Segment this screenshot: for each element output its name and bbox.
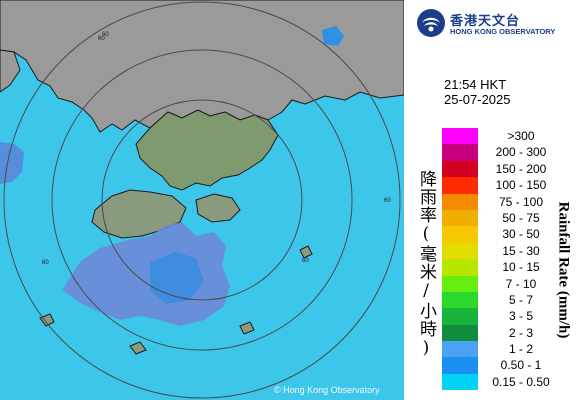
legend-range-label: 75 - 100	[498, 194, 544, 209]
range-rings	[3, 1, 401, 399]
range-ring-labels: 60 60 60 60 60	[42, 32, 391, 266]
legend-swatch	[442, 259, 478, 276]
legend-range-label: 0.50 - 1	[500, 358, 542, 373]
island-east	[195, 193, 241, 223]
legend-title-chinese: 降雨率(毫米/小時)	[416, 170, 436, 359]
hko-emblem-icon	[417, 9, 445, 37]
legend-swatch	[442, 242, 478, 260]
legend-range-label: 2 - 3	[508, 325, 533, 340]
radar-map: 60 60 60 60 60 © Hong Kong Observatory	[0, 0, 404, 400]
legend-swatch	[442, 308, 478, 325]
legend-swatch	[442, 128, 478, 145]
legend-range-label: >300	[507, 129, 535, 143]
legend-swatch	[442, 209, 478, 227]
ring-label: 60	[98, 36, 105, 42]
legend-range-label: 5 - 7	[508, 292, 533, 307]
ring-label: 60	[42, 260, 49, 266]
radar-map-canvas: 60 60 60 60 60	[0, 0, 404, 400]
legend-swatch	[442, 275, 478, 292]
legend-swatch	[442, 160, 478, 178]
rain-area-northeast	[322, 26, 344, 46]
legend-title-english-wrap: Rainfall Rate (mm/h)	[553, 190, 573, 350]
legend-swatch	[442, 373, 478, 391]
logo-english-text: HONG KONG OBSERVATORY	[450, 27, 556, 36]
ring-label: 60	[302, 258, 309, 264]
legend-range-label: 15 - 30	[502, 243, 540, 258]
hko-logo: 香港天文台 HONG KONG OBSERVATORY	[416, 8, 576, 38]
logo-chinese-text: 香港天文台	[450, 13, 521, 28]
legend-swatch	[442, 193, 478, 210]
legend-swatch	[442, 291, 478, 309]
ring-label: 60	[384, 198, 391, 204]
legend-swatch	[442, 226, 478, 243]
info-panel: 香港天文台 HONG KONG OBSERVATORY 21:54 HKT 25…	[404, 0, 577, 400]
timestamp-date: 25-07-2025	[444, 92, 511, 107]
copyright-text: © Hong Kong Observatory	[274, 385, 380, 395]
legend-range-label: 3 - 5	[508, 309, 533, 324]
islands-south	[39, 245, 313, 355]
legend-range-label: 100 - 150	[495, 178, 547, 193]
timestamp-time: 21:54 HKT	[444, 77, 507, 92]
lantau-land	[91, 189, 187, 239]
legend-swatch	[442, 177, 478, 194]
legend-range-label: 50 - 75	[502, 210, 540, 225]
legend-title-english: Rainfall Rate (mm/h)	[555, 201, 572, 339]
legend-range-label: 0.15 - 0.50	[492, 374, 550, 389]
ring-label: 60	[102, 32, 109, 38]
legend-swatch	[442, 144, 478, 161]
legend-swatch	[442, 324, 478, 342]
legend-range-label: 200 - 300	[495, 145, 547, 160]
legend-range-label: 10 - 15	[502, 260, 540, 275]
legend-range-label: 1 - 2	[508, 342, 533, 357]
legend-labels: >300 200 - 300 150 - 200 100 - 150 75 - …	[482, 128, 577, 390]
legend-swatch	[442, 341, 478, 358]
central-land	[135, 109, 279, 191]
legend-range-label: 7 - 10	[505, 276, 537, 291]
legend-range-label: 150 - 200	[495, 161, 547, 176]
legend-range-label: 30 - 50	[502, 227, 540, 242]
legend-swatch	[442, 357, 478, 374]
legend-swatches	[442, 128, 478, 391]
rain-area-core	[150, 252, 204, 304]
west-land	[0, 49, 21, 93]
